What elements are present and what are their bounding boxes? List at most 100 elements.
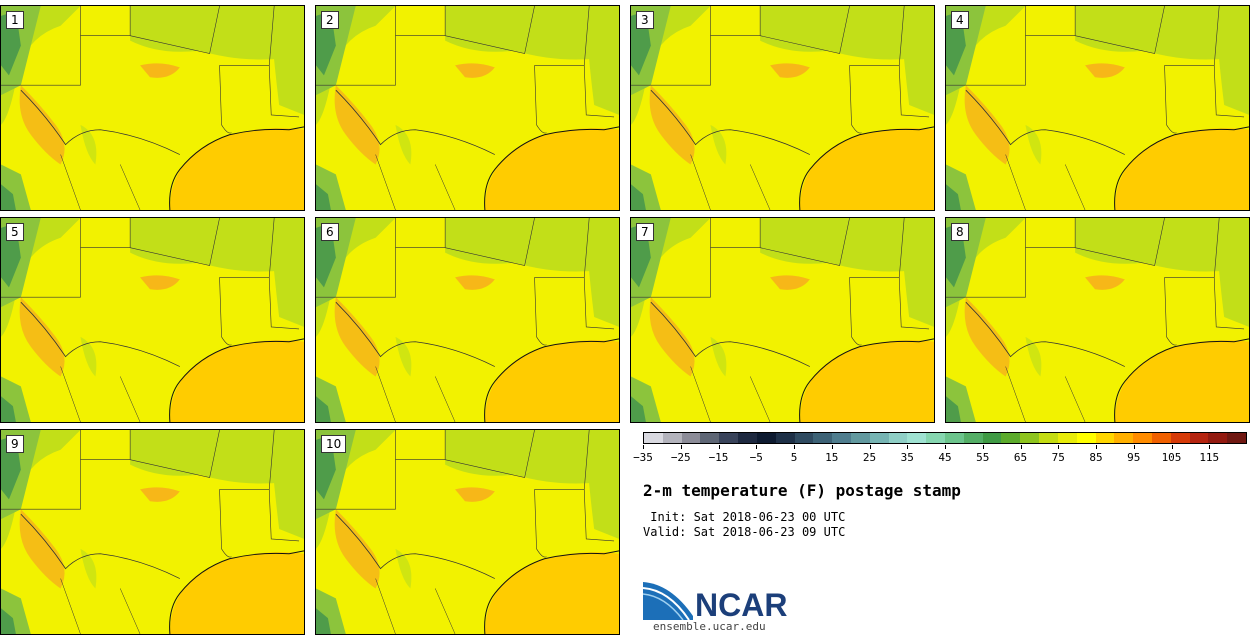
colorbar-swatch — [1039, 433, 1058, 443]
colorbar-tick — [1020, 445, 1022, 449]
panel-number: 1 — [6, 11, 24, 29]
init-time: Init: Sat 2018-06-23 00 UTC — [643, 510, 846, 524]
colorbar-tick-label: 25 — [862, 451, 877, 464]
map-panel: 3 — [630, 5, 935, 211]
colorbar-swatch — [945, 433, 964, 443]
valid-time: Valid: Sat 2018-06-23 09 UTC — [643, 525, 846, 539]
colorbar-swatch — [775, 433, 795, 443]
colorbar-tick-labels: −35 −25 −15 −5 5 15 25 35 45 55 65 75 85 95 105 115 — [633, 445, 1247, 465]
colorbar-swatch — [1208, 433, 1228, 443]
colorbar-tick — [794, 445, 795, 449]
colorbar-tick-label: 55 — [976, 451, 990, 464]
colorbar-tick — [1058, 445, 1060, 449]
colorbar-tick — [982, 445, 984, 449]
map-panel: 4 — [945, 5, 1250, 211]
colorbar-tick-label: −5 — [749, 451, 763, 464]
colorbar-swatch — [1151, 433, 1171, 443]
colorbar-swatch — [794, 433, 814, 443]
colorbar-tick — [945, 445, 946, 449]
temperature-map — [1, 6, 304, 210]
colorbar-tick — [1209, 445, 1211, 449]
colorbar-tick — [756, 445, 758, 449]
temperature-map — [316, 218, 619, 422]
colorbar-swatch — [850, 433, 870, 443]
colorbar-tick — [1096, 445, 1097, 449]
map-panel: 8 — [945, 217, 1250, 423]
colorbar-swatch — [888, 433, 908, 443]
map-panel: 7 — [630, 217, 935, 423]
colorbar-swatch — [700, 433, 720, 443]
temperature-map — [946, 6, 1249, 210]
colorbar-swatch — [1057, 433, 1077, 443]
colorbar-tick-label: 35 — [900, 451, 914, 464]
colorbar-tick — [643, 445, 644, 449]
logo-url: ensemble.ucar.edu — [653, 620, 766, 633]
chart-title: 2-m temperature (F) postage stamp — [643, 481, 961, 500]
colorbar-swatch — [1001, 433, 1021, 443]
panel-number: 6 — [321, 223, 339, 241]
panel-number: 9 — [6, 435, 24, 453]
panel-number: 5 — [6, 223, 24, 241]
temperature-map — [946, 218, 1249, 422]
colorbar-swatch — [681, 433, 701, 443]
panel-number: 10 — [321, 435, 347, 453]
colorbar-swatch — [644, 433, 663, 443]
colorbar-tick — [680, 445, 682, 449]
temperature-map — [631, 6, 934, 210]
colorbar-tick-label: 75 — [1051, 451, 1065, 464]
colorbar-swatch — [719, 433, 739, 443]
panel-number: 7 — [636, 223, 654, 241]
panel-number: 4 — [951, 11, 969, 29]
colorbar-swatch — [1189, 433, 1209, 443]
panel-number: 8 — [951, 223, 969, 241]
colorbar-swatch — [1227, 433, 1246, 443]
colorbar-tick-label: 15 — [825, 451, 839, 464]
colorbar-swatch — [926, 433, 945, 443]
colorbar-swatch — [1170, 433, 1190, 443]
map-panel: 6 — [315, 217, 620, 423]
colorbar-swatch — [756, 433, 776, 443]
colorbar-tick — [831, 445, 833, 449]
colorbar-tick — [1171, 445, 1173, 449]
colorbar-tick — [1133, 445, 1135, 449]
colorbar-swatch — [813, 433, 833, 443]
ncar-logo: NCAR — [643, 582, 787, 620]
colorbar-tick-label: 5 — [790, 451, 798, 464]
colorbar-tick-label: 105 — [1161, 451, 1182, 464]
panel-number: 3 — [636, 11, 654, 29]
colorbar-swatch — [1020, 433, 1040, 443]
colorbar-tick-label: 85 — [1089, 451, 1103, 464]
colorbar-tick-label: 115 — [1199, 451, 1220, 464]
colorbar-tick-label: 45 — [938, 451, 952, 464]
map-panel: 1 — [0, 5, 305, 211]
colorbar-swatch — [832, 433, 851, 443]
colorbar-swatch — [1076, 433, 1096, 443]
colorbar-tick-label: 65 — [1013, 451, 1028, 464]
colorbar-tick — [907, 445, 909, 449]
colorbar-swatch — [963, 433, 983, 443]
colorbar-tick-label: −15 — [708, 451, 729, 464]
colorbar-tick-label: 95 — [1127, 451, 1141, 464]
colorbar-tick — [869, 445, 871, 449]
colorbar-swatch — [869, 433, 889, 443]
colorbar-tick — [718, 445, 720, 449]
colorbar-tick-label: −25 — [670, 451, 691, 464]
colorbar-tick-label: −35 — [633, 451, 653, 464]
colorbar-swatch — [738, 433, 757, 443]
map-panel: 9 — [0, 429, 305, 635]
colorbar-swatch — [1114, 433, 1134, 443]
map-panel: 5 — [0, 217, 305, 423]
temperature-colorbar — [643, 432, 1247, 444]
ncar-wordmark: NCAR — [695, 587, 787, 620]
colorbar-swatch — [982, 433, 1002, 443]
temperature-map — [1, 430, 304, 634]
temperature-map — [316, 6, 619, 210]
temperature-map — [631, 218, 934, 422]
colorbar-swatch — [907, 433, 927, 443]
colorbar-swatch — [662, 433, 682, 443]
panel-number: 2 — [321, 11, 339, 29]
map-panel: 10 — [315, 429, 620, 635]
map-panel: 2 — [315, 5, 620, 211]
temperature-map — [1, 218, 304, 422]
colorbar-swatch — [1095, 433, 1115, 443]
